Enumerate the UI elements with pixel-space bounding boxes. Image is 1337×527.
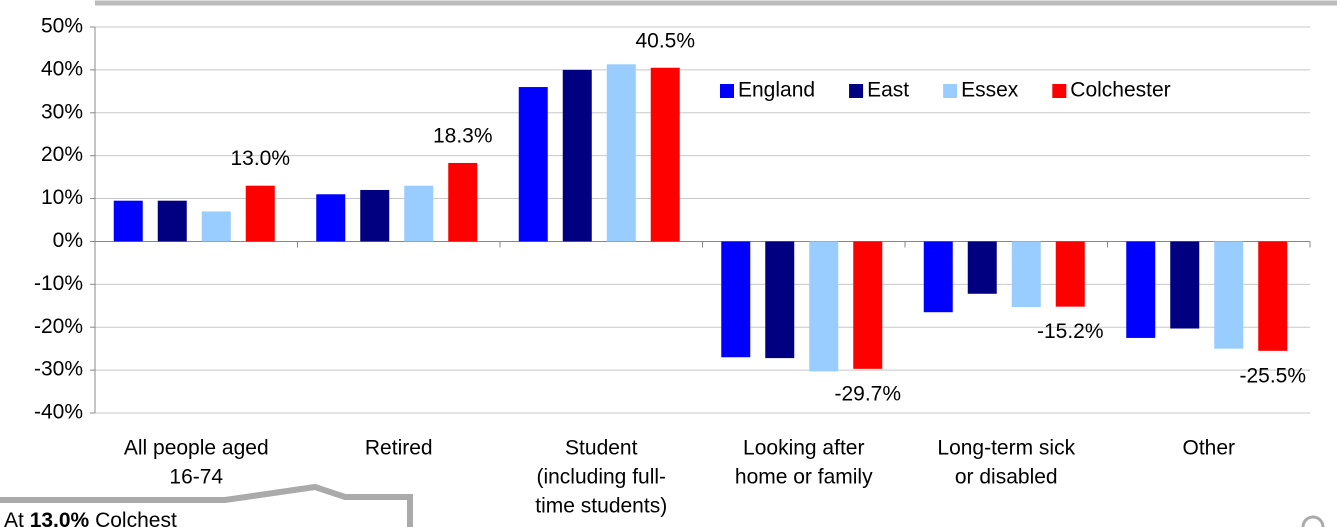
legend-label: East bbox=[867, 79, 909, 102]
bar bbox=[157, 200, 187, 242]
legend-label: Essex bbox=[961, 79, 1019, 102]
x-tick-label: Long-term sick bbox=[937, 437, 1075, 460]
bar bbox=[316, 194, 346, 242]
y-tick-label: 50% bbox=[41, 15, 83, 38]
legend-swatch bbox=[943, 84, 958, 98]
data-label: 13.0% bbox=[230, 147, 290, 170]
x-tick-label: (including full- bbox=[536, 466, 666, 489]
bar bbox=[1011, 241, 1041, 308]
bar bbox=[1258, 241, 1288, 351]
data-label: -15.2% bbox=[1037, 320, 1104, 343]
legend-swatch bbox=[720, 84, 734, 98]
annotation-text: At bbox=[4, 509, 30, 527]
data-label: -29.7% bbox=[834, 382, 901, 405]
bar bbox=[809, 241, 839, 372]
annotation: At 13.0% Colchest bbox=[4, 509, 177, 527]
x-tick-label: home or family bbox=[735, 466, 873, 489]
decoration bbox=[1301, 515, 1325, 527]
bar bbox=[1126, 241, 1156, 338]
y-tick-label: 30% bbox=[41, 100, 83, 123]
bar bbox=[1170, 241, 1200, 329]
x-tick-label: time students) bbox=[535, 495, 667, 518]
bar bbox=[721, 241, 751, 358]
bar bbox=[765, 241, 795, 359]
callout-box bbox=[0, 483, 413, 527]
legend-label: Colchester bbox=[1070, 79, 1170, 102]
data-label: 18.3% bbox=[433, 125, 493, 148]
annotation-text: Colchest bbox=[89, 509, 177, 527]
y-tick-label: -20% bbox=[34, 315, 83, 338]
bar bbox=[201, 211, 231, 242]
bar bbox=[448, 162, 478, 242]
x-tick-label: Retired bbox=[365, 437, 433, 460]
y-tick-label: 10% bbox=[41, 186, 83, 209]
bar bbox=[245, 185, 275, 242]
bar bbox=[1055, 241, 1085, 307]
x-tick-label: Looking after bbox=[743, 437, 864, 460]
x-tick-label: Other bbox=[1182, 437, 1235, 460]
bar bbox=[113, 200, 143, 242]
y-tick-label: -40% bbox=[34, 401, 83, 424]
bar bbox=[518, 87, 548, 242]
x-tick-label: 16-74 bbox=[169, 466, 223, 489]
y-tick-label: -10% bbox=[34, 272, 83, 295]
bar bbox=[562, 69, 592, 242]
bar bbox=[967, 241, 997, 294]
bar bbox=[360, 189, 390, 242]
data-label: 40.5% bbox=[635, 29, 695, 52]
legend-label: England bbox=[738, 79, 815, 102]
data-label: -25.5% bbox=[1239, 364, 1306, 387]
y-tick-label: 20% bbox=[41, 143, 83, 166]
x-tick-label: All people aged bbox=[124, 437, 269, 460]
y-tick-label: 40% bbox=[41, 57, 83, 80]
bar bbox=[853, 241, 883, 369]
bar bbox=[606, 64, 636, 242]
legend-swatch bbox=[849, 84, 864, 98]
x-tick-label: or disabled bbox=[955, 466, 1058, 489]
bar bbox=[1214, 241, 1244, 349]
y-tick-label: 0% bbox=[53, 229, 83, 252]
annotation-bold: 13.0% bbox=[30, 509, 90, 527]
bar bbox=[650, 67, 680, 242]
bar bbox=[404, 185, 434, 242]
legend-swatch bbox=[1052, 84, 1067, 98]
bar bbox=[923, 241, 953, 313]
y-tick-label: -30% bbox=[34, 358, 83, 381]
x-tick-label: Student bbox=[565, 437, 638, 460]
